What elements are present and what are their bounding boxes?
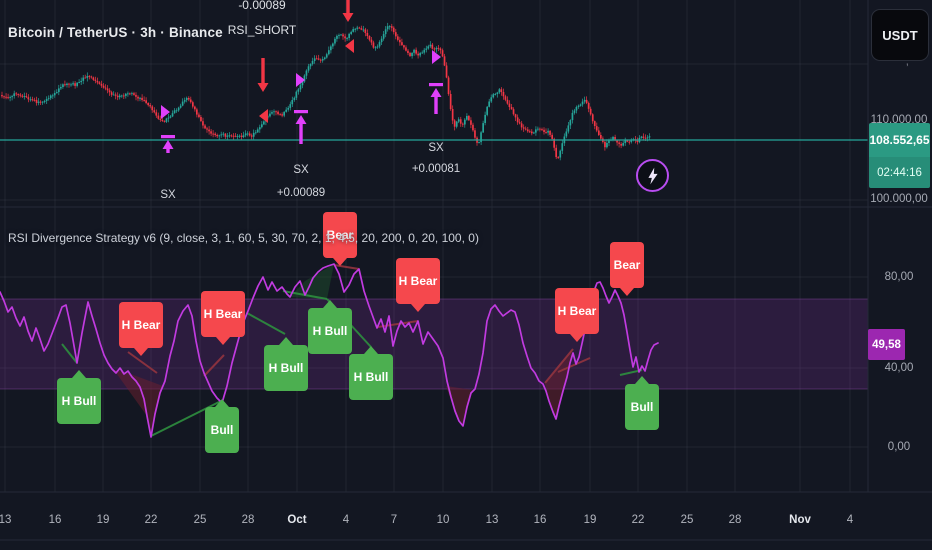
short-signal-annotation: -0.00089 RSI_SHORT [202,0,322,37]
rsi-value-badge: 49,58 [868,329,905,360]
svg-text:SX: SX [293,164,309,176]
svg-text:SX: SX [428,142,444,154]
time-axis-label[interactable]: 28 [728,514,742,526]
time-axis-label[interactable]: 28 [241,514,255,526]
svg-text:+0.00081: +0.00081 [412,163,460,175]
divergence-label-bull[interactable]: H Bull [349,346,393,400]
svg-text:+0.00089: +0.00089 [277,187,325,199]
time-axis-label[interactable]: 4 [342,514,350,526]
short-signal-value: -0.00089 [238,0,286,12]
current-price-value: 108.552,65 [869,133,930,147]
short-signal-label: RSI_SHORT [227,23,297,37]
divergence-label-bear[interactable]: H Bear [201,291,245,345]
symbol-title[interactable]: Bitcoin / TetherUS · 3h · Binance [8,25,223,40]
divergence-label-bull[interactable]: H Bull [264,337,308,391]
time-axis-label[interactable]: 16 [48,514,62,526]
time-axis-label[interactable]: 25 [680,514,694,526]
divergence-label-bear[interactable]: H Bear [555,288,599,342]
price-axis-label: 100.000,00 [870,193,928,205]
rsi-axis-label: 0,00 [887,441,911,453]
time-axis-label[interactable]: 7 [390,514,398,526]
divergence-label-bear[interactable]: H Bear [396,258,440,312]
divergence-label-bull[interactable]: H Bull [308,300,352,354]
bar-countdown: 02:44:16 [869,157,930,188]
time-axis-label[interactable]: 13 [0,514,12,526]
divergence-label-bear[interactable]: Bear [323,212,357,266]
divergence-label-bull[interactable]: H Bull [57,370,101,424]
currency-toggle-button[interactable]: USDT [871,9,929,61]
time-axis-label[interactable]: 16 [533,514,547,526]
svg-text:SX: SX [160,189,176,201]
divergence-label-bull[interactable]: Bull [625,376,659,430]
time-axis-label[interactable]: 10 [436,514,450,526]
time-axis-label[interactable]: 4 [846,514,854,526]
time-axis-label[interactable]: 13 [485,514,499,526]
time-axis-month-label[interactable]: Oct [287,514,307,526]
time-axis-label[interactable]: 19 [583,514,597,526]
rsi-axis-label: 40,00 [884,362,914,374]
time-axis-label[interactable]: 25 [193,514,207,526]
rsi-axis-label: 80,00 [884,271,914,283]
lightning-icon [647,167,658,184]
time-axis-label[interactable]: 22 [144,514,158,526]
time-axis-label[interactable]: 22 [631,514,645,526]
quick-trade-lightning-button[interactable] [636,159,669,192]
divergence-label-bear[interactable]: Bear [610,242,644,296]
time-axis-label[interactable]: 19 [96,514,110,526]
axis-artifact-mark: ’ [906,61,909,75]
divergence-label-bull[interactable]: Bull [205,399,239,453]
divergence-label-bear[interactable]: H Bear [119,302,163,356]
time-axis-month-label[interactable]: Nov [789,514,811,526]
indicator-title[interactable]: RSI Divergence Strategy v6 (9, close, 3,… [8,231,479,245]
current-price-box: 108.552,65 02:44:16 [869,123,930,188]
